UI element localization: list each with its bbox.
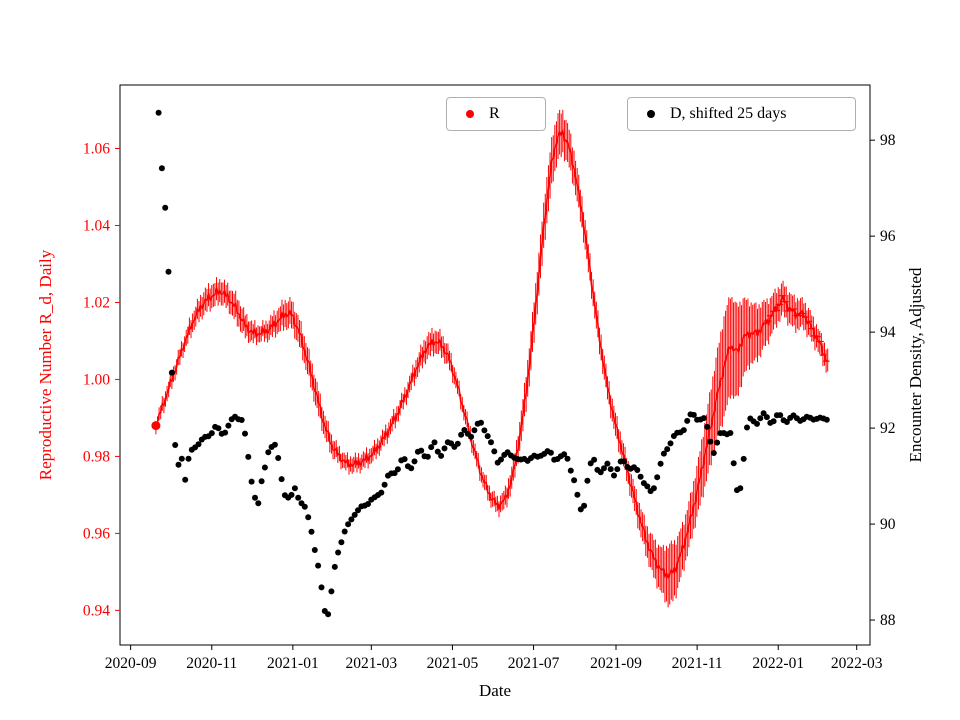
y-axis-label-left: Reproductive Number R_d, Daily bbox=[36, 249, 55, 481]
y-left-tick-label: 0.94 bbox=[83, 602, 110, 619]
y-right-tick-label: 90 bbox=[880, 516, 896, 533]
x-tick-label: 2020-11 bbox=[186, 655, 237, 672]
legend-d-series: D, shifted 25 days bbox=[627, 97, 856, 131]
y-left-tick-label: 0.96 bbox=[83, 525, 110, 542]
y-right-tick-label: 98 bbox=[880, 132, 896, 149]
y-left-tick-label: 1.00 bbox=[83, 371, 110, 388]
r-series-start-marker bbox=[151, 421, 161, 431]
x-tick-label: 2021-01 bbox=[267, 655, 319, 672]
x-tick-label: 2021-09 bbox=[590, 655, 642, 672]
y-axis-left-ticks: 0.94 0.96 0.98 1.00 1.02 1.04 1.06 bbox=[83, 141, 120, 619]
y-left-tick-label: 1.06 bbox=[83, 141, 110, 158]
y-right-tick-label: 94 bbox=[880, 324, 896, 341]
y-left-tick-label: 1.04 bbox=[83, 217, 110, 234]
x-tick-label: 2021-07 bbox=[508, 655, 560, 672]
x-axis-label: Date bbox=[478, 681, 512, 700]
d-series-marker-icon bbox=[647, 110, 655, 118]
y-axis-label-right: Encounter Density, Adjusted bbox=[906, 267, 925, 463]
y-left-tick-label: 0.98 bbox=[83, 448, 110, 465]
legend-d-label: D, shifted 25 days bbox=[670, 105, 787, 122]
x-tick-label: 2020-09 bbox=[105, 655, 157, 672]
d-series-scatter bbox=[155, 109, 830, 618]
x-tick-label: 2021-03 bbox=[345, 655, 397, 672]
x-tick-label: 2021-11 bbox=[672, 655, 723, 672]
legend-r-series: R bbox=[446, 97, 546, 131]
r-series-marker-icon bbox=[466, 110, 474, 118]
x-tick-label: 2021-05 bbox=[427, 655, 479, 672]
y-left-tick-label: 1.02 bbox=[83, 294, 110, 311]
axes-frame bbox=[119, 84, 871, 646]
r-series-line bbox=[151, 127, 829, 580]
x-tick-label: 2022-01 bbox=[752, 655, 804, 672]
y-right-tick-label: 92 bbox=[880, 420, 896, 437]
y-axis-right-ticks: 88 90 92 94 96 98 bbox=[870, 132, 896, 629]
r-series-plus-markers bbox=[764, 295, 830, 362]
y-right-tick-label: 88 bbox=[880, 612, 896, 629]
y-right-tick-label: 96 bbox=[880, 228, 896, 245]
x-tick-label: 2022-03 bbox=[831, 655, 883, 672]
x-axis-ticks: 2020-09 2020-11 2021-01 2021-03 2021-05 2021-… bbox=[105, 645, 883, 672]
legend-r-label: R bbox=[489, 105, 500, 122]
